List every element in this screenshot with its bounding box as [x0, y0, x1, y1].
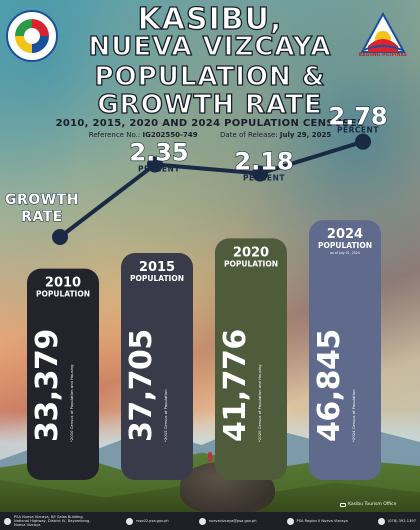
growth-rate-start-point [52, 229, 68, 245]
globe-icon [126, 517, 134, 525]
growth-rate-value: 2.78 [328, 103, 387, 131]
bar-value-label: 33,379 [30, 329, 65, 442]
bar-year-label: 2020 [233, 245, 269, 260]
bar-source-note: *2015 Census of Population [163, 389, 168, 442]
title-line-2: NUEVA VIZCAYA [88, 31, 332, 62]
footer-address: PSA Nueva Vizcaya, 8/f Galas Building, N… [4, 515, 96, 527]
title-line-3: POPULATION & [94, 61, 326, 92]
growth-rate-unit: PERCENT [337, 126, 379, 135]
growth-rate-unit: PERCENT [138, 164, 180, 173]
bar-source-note: *2024 Census of Population [351, 389, 356, 442]
growth-rate-point [252, 165, 268, 182]
reference-label: Reference No.: [88, 131, 141, 139]
bar-value-label: 46,845 [312, 329, 347, 442]
footer-bar: PSA Nueva Vizcaya, 8/f Galas Building, N… [0, 512, 420, 530]
phone-icon [377, 517, 385, 525]
title-line-1: KASIBU, [137, 1, 283, 37]
bar-year-label: 2015 [139, 260, 175, 275]
release-label: Date of Release: [220, 131, 278, 139]
growth-rate-point [355, 133, 371, 150]
growth-rate-unit: PERCENT [243, 173, 285, 182]
bar-value-label: 37,705 [124, 329, 159, 442]
population-bar [121, 253, 193, 480]
subtitle: 2010, 2015, 2020 AND 2024 POPULATION CEN… [55, 118, 365, 129]
bagong-pilipinas-label: BAGONG PILIPINAS [358, 52, 408, 57]
footer-phone[interactable]: (078) 392-1397 [377, 517, 416, 525]
bar-value-label: 41,776 [218, 329, 253, 442]
camera-icon [340, 502, 346, 507]
bar-as-of-note: as of July 01, 2024 [330, 251, 360, 255]
population-bar [215, 238, 287, 480]
footer-email[interactable]: nuevavizcaya@psa.gov.ph [198, 517, 257, 525]
population-bar [27, 268, 99, 480]
email-icon [198, 517, 206, 525]
photo-credit: Kasibu Tourism Office [340, 502, 396, 507]
growth-rate-value: 2.18 [234, 147, 293, 175]
growth-rate-label-line1: GROWTH [5, 192, 79, 208]
title-line-4: GROWTH RATE [97, 89, 323, 120]
bar-population-word: POPULATION [36, 290, 90, 299]
bar-population-word: POPULATION [224, 259, 278, 268]
bar-year-label: 2024 [327, 227, 363, 242]
bar-population-word: POPULATION [318, 241, 372, 250]
bar-source-note: *2020 Census of Population and Housing [257, 364, 262, 442]
footer-website[interactable]: rsso02.psa.gov.ph [126, 517, 169, 525]
bar-source-note: *2010 Census of Population and Housing [69, 364, 74, 442]
bar-population-word: POPULATION [130, 274, 184, 283]
footer-facebook[interactable]: PSA Region II Nueva Vizcaya [286, 517, 348, 525]
psa-logo [6, 10, 58, 62]
reference-number: IG202550-749 [142, 131, 198, 139]
growth-rate-value: 2.35 [129, 138, 188, 166]
facebook-icon [286, 517, 294, 525]
hiker-figure [208, 452, 212, 462]
population-bar [309, 220, 381, 480]
bagong-pilipinas-logo [360, 12, 406, 53]
bar-year-label: 2010 [45, 276, 81, 291]
growth-rate-point [147, 156, 163, 173]
reference-line: Reference No.: IG202550-749 Date of Rele… [20, 131, 400, 139]
release-date: July 29, 2025 [279, 131, 332, 139]
growth-rate-line [58, 139, 365, 239]
growth-rate-label-line2: RATE [21, 209, 63, 225]
location-icon [4, 517, 11, 525]
